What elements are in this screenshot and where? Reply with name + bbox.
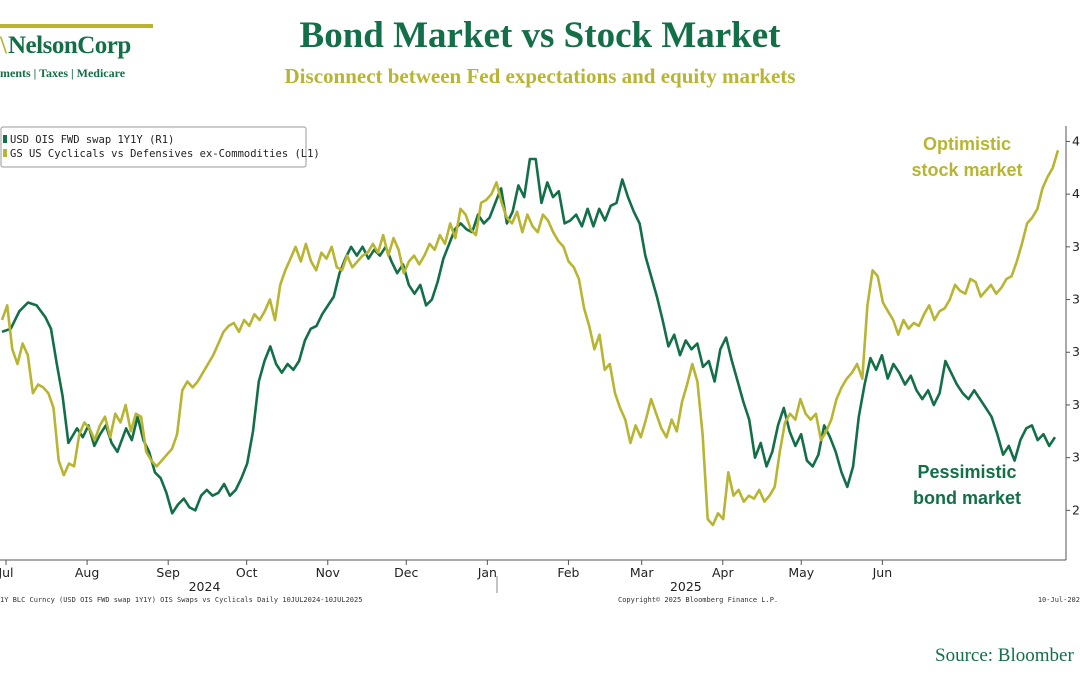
year-label: 2025 xyxy=(670,579,702,594)
y-tick-label: 3 xyxy=(1072,397,1080,412)
x-tick-label: Dec xyxy=(394,565,418,580)
y-tick-label: 2 xyxy=(1072,502,1080,517)
y-tick-label: 3 xyxy=(1072,450,1080,465)
x-tick-label: Nov xyxy=(316,565,341,580)
series-layer xyxy=(0,149,1060,527)
bond-series-line xyxy=(1,157,1057,515)
legend-box xyxy=(0,126,307,168)
x-tick-label: May xyxy=(788,565,814,580)
legend: USD OIS FWD swap 1Y1Y (R1) GS US Cyclical… xyxy=(0,126,320,168)
legend-entry: GS US Cyclicals vs Defensives ex-Commodi… xyxy=(10,148,320,160)
brand-tagline: ments | Taxes | Medicare xyxy=(0,66,126,80)
page-subtitle: Disconnect between Fed expectations and … xyxy=(284,64,796,88)
x-tick-label: Aug xyxy=(75,565,99,580)
source-note: Source: Bloomber xyxy=(935,645,1074,666)
year-label: 2024 xyxy=(189,579,221,594)
footer-date: 10-Jul-202 xyxy=(1038,596,1080,604)
stock-series-line xyxy=(0,149,1060,527)
page-title: Bond Market vs Stock Market xyxy=(299,15,781,56)
legend-swatch xyxy=(3,135,7,143)
x-tick-label: Sep xyxy=(156,565,180,580)
y-tick-label: 3 xyxy=(1072,292,1080,307)
brand-name: NelsonCorp xyxy=(8,32,131,59)
y-tick-label: 3 xyxy=(1072,239,1080,254)
legend-swatch xyxy=(3,149,7,157)
footer-left: 1Y BLC Curncy (USD OIS FWD swap 1Y1Y) OI… xyxy=(0,596,362,604)
footer-copyright: Copyright© 2025 Bloomberg Finance L.P. xyxy=(618,596,778,604)
annotation-pessimistic: Pessimistic xyxy=(917,462,1016,482)
chart: Jul Aug Sep Oct Nov Dec Jan Feb Mar Apr May Jun 2024… xyxy=(0,126,1080,604)
annotation-pessimistic: bond market xyxy=(913,488,1021,508)
y-tick-label: 3 xyxy=(1072,344,1080,359)
y-tick-label: 4 xyxy=(1072,133,1080,148)
logo-mark: \ xyxy=(0,32,7,59)
annotation-optimistic: stock market xyxy=(911,160,1022,180)
x-tick-label: Jul xyxy=(0,565,14,580)
x-tick-label: Mar xyxy=(630,565,654,580)
annotations: Optimistic stock market Pessimistic bond ma… xyxy=(911,134,1022,508)
x-tick-label: Feb xyxy=(557,565,579,580)
chart-footer: 1Y BLC Curncy (USD OIS FWD swap 1Y1Y) OI… xyxy=(0,596,1080,604)
x-tick-label: Jun xyxy=(872,565,893,580)
logo-accent-bar xyxy=(0,24,153,28)
y-tick-label: 4 xyxy=(1072,186,1080,201)
annotation-optimistic: Optimistic xyxy=(923,134,1011,154)
plot-frame xyxy=(0,126,1067,561)
x-tick-label: Apr xyxy=(712,565,734,580)
x-tick-label: Oct xyxy=(236,565,258,580)
brand-logo: \ NelsonCorp ments | Taxes | Medicare xyxy=(0,22,160,82)
x-tick-label: Jan xyxy=(477,565,497,580)
axis-layer: Jul Aug Sep Oct Nov Dec Jan Feb Mar Apr May Jun 2024… xyxy=(0,133,1080,594)
legend-entry: USD OIS FWD swap 1Y1Y (R1) xyxy=(10,134,174,146)
